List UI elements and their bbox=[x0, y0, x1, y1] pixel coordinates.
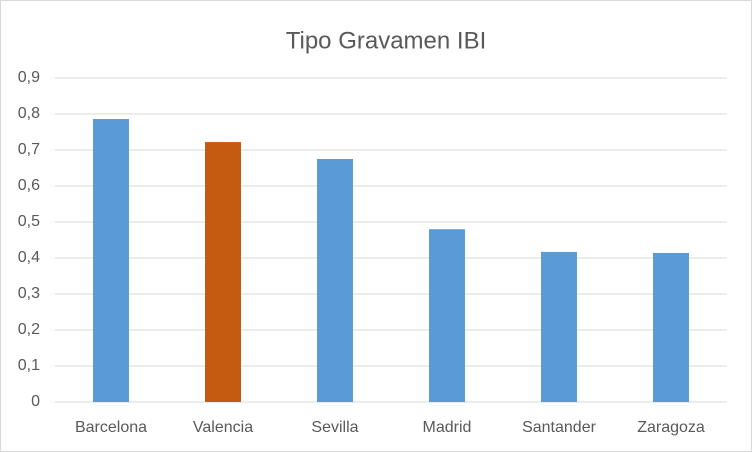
y-tick-label: 0,1 bbox=[18, 357, 40, 374]
bar bbox=[429, 229, 465, 402]
bar bbox=[541, 251, 577, 402]
y-tick-label: 0,6 bbox=[18, 177, 40, 194]
y-tick-label: 0,5 bbox=[18, 213, 40, 230]
y-tick-label: 0 bbox=[31, 393, 40, 410]
y-tick-label: 0,9 bbox=[18, 69, 40, 86]
bar bbox=[93, 119, 129, 402]
x-tick-label: Sevilla bbox=[311, 419, 358, 436]
y-tick-label: 0,4 bbox=[18, 249, 40, 266]
x-tick-label: Barcelona bbox=[75, 419, 147, 436]
chart-title: Tipo Gravamen IBI bbox=[286, 27, 487, 54]
x-tick-label: Valencia bbox=[193, 419, 253, 436]
bar bbox=[205, 142, 241, 402]
y-tick-label: 0,7 bbox=[18, 141, 40, 158]
bar bbox=[653, 252, 689, 402]
bar bbox=[317, 159, 353, 402]
y-tick-label: 0,3 bbox=[18, 285, 40, 302]
x-tick-label: Santander bbox=[522, 419, 597, 436]
x-tick-label: Madrid bbox=[423, 419, 472, 436]
x-tick-label: Zaragoza bbox=[637, 419, 705, 436]
y-tick-label: 0,8 bbox=[18, 105, 40, 122]
y-tick-label: 0,2 bbox=[18, 321, 40, 338]
